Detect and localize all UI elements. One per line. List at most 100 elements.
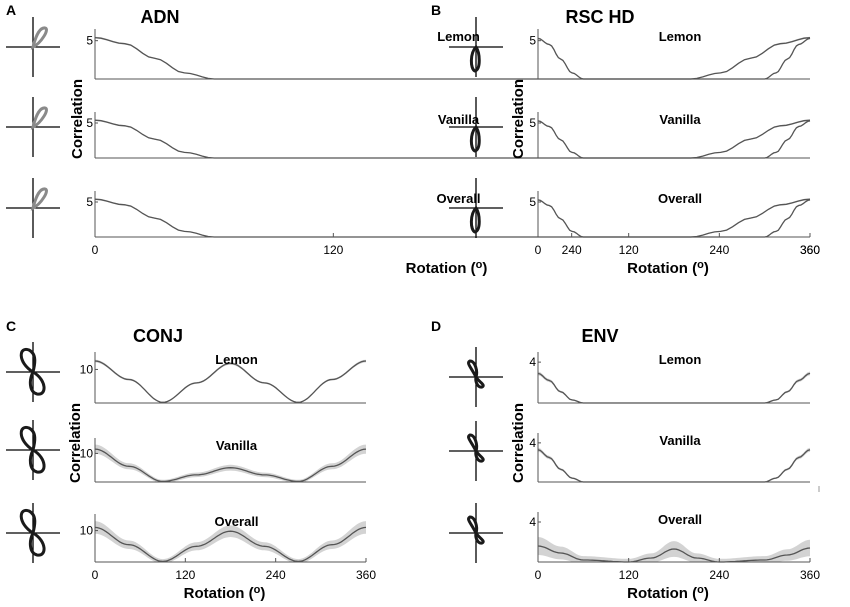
- polar-loop: [467, 359, 485, 389]
- polar-plot-a-vanilla: [30, 106, 48, 130]
- polar-plot-b-vanilla: [469, 124, 481, 153]
- polar-loop: [469, 44, 481, 73]
- x-tick-label-c-120: 120: [175, 568, 195, 582]
- band-c-overall: [95, 521, 366, 562]
- panel-title-d: ENV: [581, 326, 618, 346]
- degree-symbol: o: [476, 259, 483, 271]
- panel-letter-d: D: [431, 318, 441, 334]
- x-tick-label-a-360: 360: [800, 243, 820, 257]
- x-tick-label-a-0: 0: [92, 243, 99, 257]
- polar-loop: [467, 515, 485, 545]
- polar-insets: [6, 17, 503, 563]
- row-label-d-vanilla: Vanilla: [659, 433, 701, 448]
- panel-letter-c: C: [6, 318, 16, 334]
- polar-loop: [30, 187, 48, 211]
- x-tick-label-d-0: 0: [535, 568, 542, 582]
- row-label-c-lemon: Lemon: [215, 352, 258, 367]
- series-line-b-lemon: [537, 37, 811, 80]
- y-tick-label-b-overall: 5: [529, 195, 536, 209]
- x-tick-label-c-240: 240: [266, 568, 286, 582]
- x-axis-title-close: ): [704, 260, 709, 277]
- row-label-d-lemon: Lemon: [659, 352, 702, 367]
- polar-loop: [19, 508, 46, 557]
- polar-loop: [469, 124, 481, 153]
- y-tick-label-b-vanilla: 5: [529, 116, 536, 130]
- series-line-b-vanilla: [537, 120, 811, 159]
- polar-plot-b-overall: [469, 205, 481, 234]
- x-axis-title-a: Rotation (o): [406, 259, 488, 277]
- series-line-c-overall: [94, 526, 367, 563]
- row-label-a-vanilla: Vanilla: [438, 112, 480, 127]
- row-label-b-overall: Overall: [658, 191, 702, 206]
- x-axis-title-c: Rotation (o): [184, 584, 266, 602]
- y-tick-label-d-vanilla: 4: [529, 436, 536, 450]
- x-tick-label-d-120: 120: [619, 568, 639, 582]
- x-tick-label-c-360: 360: [356, 568, 376, 582]
- polar-plot-a-lemon: [30, 26, 48, 50]
- polar-plot-c-vanilla: [19, 425, 46, 474]
- y-tick-label-a-overall: 5: [86, 195, 93, 209]
- polar-plot-a-overall: [30, 187, 48, 211]
- polar-plot-c-overall: [19, 508, 46, 557]
- row-label-c-vanilla: Vanilla: [216, 438, 258, 453]
- band-d-vanilla: [538, 447, 810, 482]
- panel-letter-a: A: [6, 2, 16, 18]
- series-lines: [94, 36, 811, 563]
- row-label-a-lemon: Lemon: [437, 29, 480, 44]
- row-label-a-overall: Overall: [436, 191, 480, 206]
- series-line-d-lemon: [537, 372, 811, 404]
- polar-loop: [467, 433, 485, 463]
- text-layer: A ADN Correlation 0 120 240 360 Rotation (o) 5 Le…: [6, 2, 820, 602]
- polar-plot-d-vanilla: [467, 433, 485, 463]
- polar-loop: [19, 425, 46, 474]
- y-tick-label-d-lemon: 4: [529, 355, 536, 369]
- series-line-d-overall: [537, 545, 811, 563]
- x-axis-title-close: ): [704, 585, 709, 602]
- polar-plot-b-lemon: [469, 44, 481, 73]
- y-axis-title-c: Correlation: [67, 403, 84, 483]
- polar-plot-c-lemon: [19, 347, 46, 396]
- y-axis-title-a: Correlation: [69, 79, 86, 159]
- y-axis-title-b: Correlation: [510, 79, 527, 159]
- x-tick-label-d-360: 360: [800, 568, 820, 582]
- series-line-d-vanilla: [537, 449, 811, 483]
- y-tick-label-a-vanilla: 5: [86, 116, 93, 130]
- y-tick-label-d-overall: 4: [529, 515, 536, 529]
- x-tick-label-d-240: 240: [709, 568, 729, 582]
- x-tick-label-a-120: 120: [323, 243, 343, 257]
- row-label-d-overall: Overall: [658, 512, 702, 527]
- polar-plot-d-overall: [467, 515, 485, 545]
- polar-loop: [469, 205, 481, 234]
- row-label-b-vanilla: Vanilla: [659, 112, 701, 127]
- x-tick-label-c-0: 0: [92, 568, 99, 582]
- degree-symbol: o: [254, 584, 261, 596]
- series-line-c-lemon: [94, 360, 367, 403]
- panel-title-b: RSC HD: [565, 7, 634, 27]
- panel-title-a: ADN: [141, 7, 180, 27]
- row-label-b-lemon: Lemon: [659, 29, 702, 44]
- polar-loop: [30, 106, 48, 130]
- degree-symbol: o: [697, 259, 704, 271]
- y-tick-label-c-overall: 10: [80, 524, 94, 538]
- x-tick-label-a-240: 240: [562, 243, 582, 257]
- x-tick-label-b-0: 0: [535, 243, 542, 257]
- series-line-b-overall: [537, 199, 811, 238]
- x-axis-title-close: ): [482, 260, 487, 277]
- x-tick-label-b-120: 120: [619, 243, 639, 257]
- panel-title-c: CONJ: [133, 326, 183, 346]
- y-tick-label-c-lemon: 10: [80, 362, 94, 376]
- polar-loop: [19, 347, 46, 396]
- polar-loop: [30, 26, 48, 50]
- y-tick-label-a-lemon: 5: [86, 34, 93, 48]
- panel-letter-b: B: [431, 2, 441, 18]
- y-tick-label-c-vanilla: 10: [80, 446, 94, 460]
- x-tick-label-b-360: 360: [800, 243, 820, 257]
- row-label-c-overall: Overall: [214, 514, 258, 529]
- y-axis-title-d: Correlation: [510, 403, 527, 483]
- x-axis-title-d: Rotation (o): [627, 584, 709, 602]
- series-line-c-vanilla: [94, 448, 367, 483]
- band-d-lemon: [538, 371, 810, 403]
- y-tick-label-b-lemon: 5: [529, 34, 536, 48]
- polar-plot-d-lemon: [467, 359, 485, 389]
